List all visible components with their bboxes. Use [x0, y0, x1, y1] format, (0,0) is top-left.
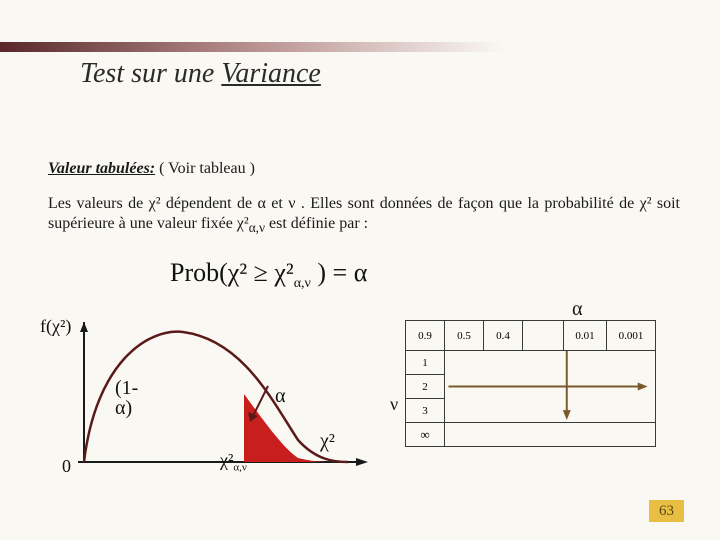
- y-axis-arrow-icon: [80, 322, 88, 332]
- chart-ylabel: f(χ²): [40, 316, 71, 337]
- label-one-minus-alpha: (1- α): [115, 378, 138, 418]
- subhead-label: Valeur tabulées:: [48, 160, 155, 177]
- paragraph: Les valeurs de χ² dépendent de α et ν . …: [48, 194, 680, 237]
- alpha-header: α: [572, 298, 582, 321]
- page-title: Test sur une Variance: [80, 58, 321, 90]
- alpha-col-4: 0.01: [564, 321, 607, 351]
- accent-bar: [0, 42, 720, 52]
- h-arrow-head-icon: [638, 383, 648, 391]
- formula-tail: ) = α: [311, 258, 367, 287]
- page-number: 63: [649, 500, 684, 522]
- table-header-row: 0.9 0.5 0.4 0.01 0.001: [406, 321, 656, 351]
- formula: Prob(χ² ≥ χ²α,ν ) = α: [170, 258, 367, 292]
- title-underlined: Variance: [221, 58, 321, 89]
- label-chi-squared-alpha-nu: χ²α,ν: [220, 450, 247, 474]
- chart-zero: 0: [62, 456, 71, 477]
- tail-fill: [244, 394, 328, 462]
- alpha-nu-table: 0.9 0.5 0.4 0.01 0.001 1 2 3 ∞: [405, 320, 656, 447]
- x-axis-arrow-icon: [356, 458, 368, 466]
- formula-main: Prob(χ² ≥ χ²: [170, 258, 294, 287]
- v-arrow-head-icon: [563, 410, 571, 420]
- nu-label: ν: [390, 394, 398, 415]
- one-minus-alpha-top: (1-: [115, 377, 138, 399]
- subhead-rest: ( Voir tableau ): [155, 160, 255, 177]
- table-arrows: [445, 351, 655, 422]
- nu-cell-3: 3: [406, 399, 445, 423]
- alpha-col-5: 0.001: [607, 321, 656, 351]
- title-prefix: Test sur une: [80, 58, 221, 89]
- table-body-cell: [445, 351, 656, 423]
- table-row: ∞: [406, 423, 656, 447]
- chi2an-sub: α,ν: [233, 462, 247, 474]
- nu-cell-2: 2: [406, 375, 445, 399]
- alpha-col-3: [523, 321, 564, 351]
- chi2an-main: χ²: [220, 450, 233, 470]
- alpha-col-0: 0.9: [406, 321, 445, 351]
- table-empty-cell: [445, 423, 656, 447]
- label-alpha: α: [275, 385, 285, 408]
- one-minus-alpha-bot: α): [115, 397, 132, 419]
- alpha-col-1: 0.5: [445, 321, 484, 351]
- alpha-pointer: [252, 386, 268, 418]
- formula-sub: α,ν: [294, 276, 311, 291]
- table-row: 1: [406, 351, 656, 375]
- subhead: Valeur tabulées: ( Voir tableau ): [48, 160, 255, 178]
- label-chi-squared: χ²: [320, 430, 335, 453]
- alpha-col-2: 0.4: [484, 321, 523, 351]
- nu-cell-1: 1: [406, 351, 445, 375]
- nu-cell-inf: ∞: [406, 423, 445, 447]
